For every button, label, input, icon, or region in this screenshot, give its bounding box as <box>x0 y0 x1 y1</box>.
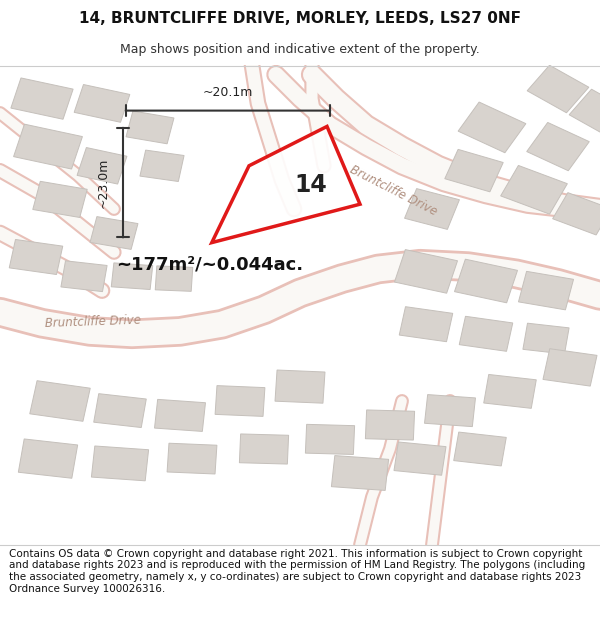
Polygon shape <box>425 394 475 427</box>
Polygon shape <box>394 442 446 475</box>
Text: 14, BRUNTCLIFFE DRIVE, MORLEY, LEEDS, LS27 0NF: 14, BRUNTCLIFFE DRIVE, MORLEY, LEEDS, LS… <box>79 11 521 26</box>
Polygon shape <box>94 394 146 428</box>
Polygon shape <box>91 446 149 481</box>
Polygon shape <box>239 434 289 464</box>
Polygon shape <box>9 239 63 274</box>
Polygon shape <box>111 263 153 289</box>
Polygon shape <box>275 370 325 403</box>
Polygon shape <box>523 323 569 354</box>
Polygon shape <box>11 78 73 119</box>
Polygon shape <box>500 166 568 214</box>
Polygon shape <box>527 122 589 171</box>
Polygon shape <box>19 439 77 478</box>
Polygon shape <box>74 84 130 122</box>
Polygon shape <box>167 443 217 474</box>
Polygon shape <box>155 266 193 291</box>
Polygon shape <box>484 374 536 408</box>
Polygon shape <box>140 150 184 181</box>
Polygon shape <box>543 349 597 386</box>
Polygon shape <box>90 217 138 249</box>
Polygon shape <box>30 381 90 421</box>
Text: ~20.1m: ~20.1m <box>203 86 253 99</box>
Polygon shape <box>399 307 453 342</box>
Polygon shape <box>61 261 107 292</box>
Polygon shape <box>394 249 458 293</box>
Polygon shape <box>527 65 589 112</box>
Polygon shape <box>155 399 205 431</box>
Polygon shape <box>454 259 518 303</box>
Text: 14: 14 <box>295 173 328 197</box>
Polygon shape <box>365 410 415 440</box>
Polygon shape <box>33 181 87 218</box>
Polygon shape <box>518 271 574 310</box>
Polygon shape <box>458 102 526 152</box>
Polygon shape <box>459 316 513 351</box>
Text: Contains OS data © Crown copyright and database right 2021. This information is : Contains OS data © Crown copyright and d… <box>9 549 585 594</box>
Text: Bruntcliffe Drive: Bruntcliffe Drive <box>347 163 439 218</box>
Polygon shape <box>454 432 506 466</box>
Polygon shape <box>212 126 360 242</box>
Polygon shape <box>331 456 389 491</box>
Text: ~177m²/~0.044ac.: ~177m²/~0.044ac. <box>116 255 304 273</box>
Text: ~23.0m: ~23.0m <box>97 158 110 208</box>
Text: Bruntcliffe Drive: Bruntcliffe Drive <box>45 314 141 330</box>
Polygon shape <box>305 424 355 454</box>
Text: Map shows position and indicative extent of the property.: Map shows position and indicative extent… <box>120 42 480 56</box>
Polygon shape <box>553 192 600 235</box>
Polygon shape <box>126 111 174 144</box>
Polygon shape <box>14 124 82 169</box>
Polygon shape <box>77 148 127 184</box>
Polygon shape <box>569 89 600 137</box>
Polygon shape <box>445 149 503 192</box>
Polygon shape <box>215 386 265 416</box>
Polygon shape <box>404 189 460 229</box>
